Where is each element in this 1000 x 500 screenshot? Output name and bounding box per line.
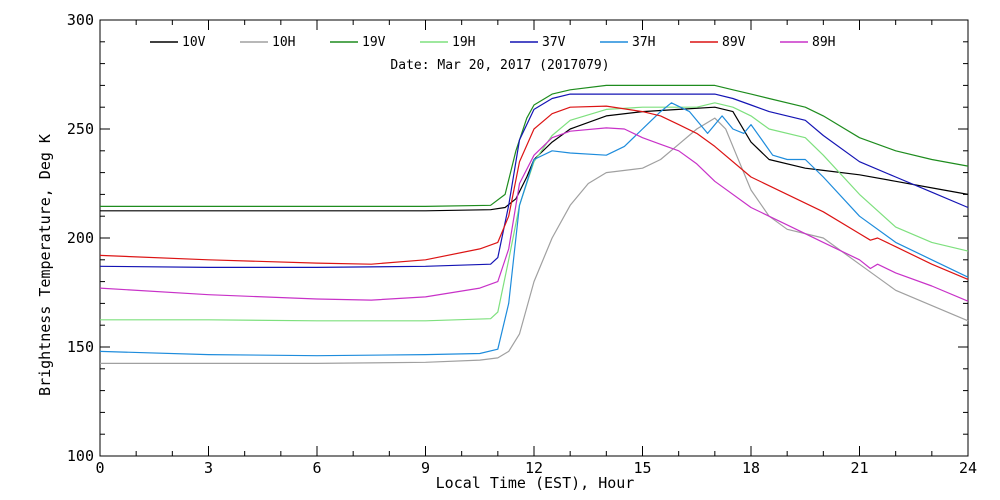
series-line-89h <box>99 127 969 302</box>
legend-label-10h: 10H <box>272 35 295 50</box>
series-line-19h <box>100 102 969 322</box>
x-tick-label: 24 <box>959 459 977 477</box>
series-line-10v <box>100 106 969 212</box>
legend-label-89h: 89H <box>812 35 835 50</box>
legend: 10V 10H 19V 19H 37V 37H 89V 89H <box>150 35 835 50</box>
legend-label-19h: 19H <box>452 35 475 50</box>
date-annotation: Date: Mar 20, 2017 (2017079) <box>390 58 609 73</box>
x-tick-label: 18 <box>742 459 760 477</box>
x-tick-label: 12 <box>525 459 543 477</box>
legend-label-37v: 37V <box>542 35 566 50</box>
y-tick-label: 150 <box>67 338 94 356</box>
x-tick-label: 15 <box>633 459 651 477</box>
x-tick-label: 0 <box>95 459 104 477</box>
y-tick-label: 300 <box>67 11 94 29</box>
y-tick-label: 250 <box>67 120 94 138</box>
plot-frame <box>99 19 969 457</box>
series-lines <box>99 84 969 364</box>
series-line-37h <box>99 102 969 357</box>
x-tick-label: 9 <box>421 459 430 477</box>
x-tick-label: 3 <box>204 459 213 477</box>
y-axis-title: Brightness Temperature, Deg K <box>36 134 54 396</box>
x-axis-title: Local Time (EST), Hour <box>436 474 635 492</box>
series-line-89v <box>99 105 969 280</box>
legend-label-10v: 10V <box>182 35 206 50</box>
y-tick-label: 100 <box>67 447 94 465</box>
y-tick-label: 200 <box>67 229 94 247</box>
legend-label-89v: 89V <box>722 35 746 50</box>
series-line-37v <box>99 93 969 268</box>
legend-label-37h: 37H <box>632 35 655 50</box>
axes: 0 3 6 9 12 15 18 21 24 100 150 200 250 300 <box>67 11 977 477</box>
x-tick-label: 21 <box>850 459 868 477</box>
x-tick-label: 6 <box>312 459 321 477</box>
legend-label-19v: 19V <box>362 35 386 50</box>
series-line-19v <box>100 84 969 207</box>
